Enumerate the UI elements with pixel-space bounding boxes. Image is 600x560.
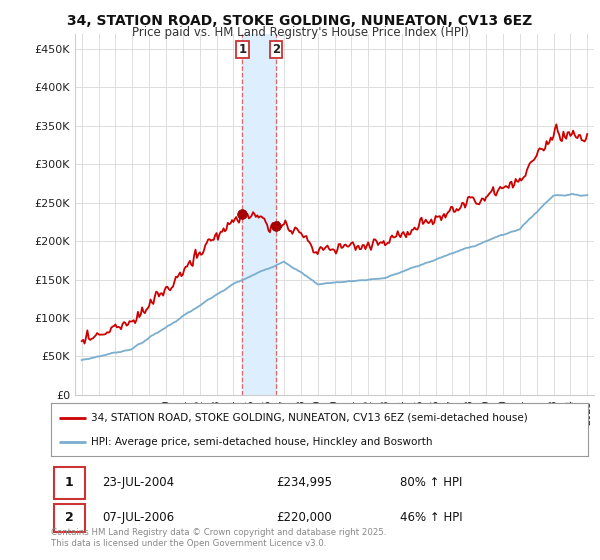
- Bar: [242, 34, 276, 395]
- Text: HPI: Average price, semi-detached house, Hinckley and Bosworth: HPI: Average price, semi-detached house,…: [91, 437, 433, 447]
- FancyBboxPatch shape: [53, 466, 85, 500]
- Text: Contains HM Land Registry data © Crown copyright and database right 2025.
This d: Contains HM Land Registry data © Crown c…: [51, 528, 386, 548]
- Text: 2: 2: [65, 511, 74, 524]
- Text: £234,995: £234,995: [277, 476, 332, 489]
- Text: 1: 1: [238, 43, 247, 55]
- Text: 1: 1: [65, 476, 74, 489]
- Text: 80% ↑ HPI: 80% ↑ HPI: [400, 476, 463, 489]
- Text: 34, STATION ROAD, STOKE GOLDING, NUNEATON, CV13 6EZ (semi-detached house): 34, STATION ROAD, STOKE GOLDING, NUNEATO…: [91, 413, 528, 423]
- Text: Price paid vs. HM Land Registry's House Price Index (HPI): Price paid vs. HM Land Registry's House …: [131, 26, 469, 39]
- FancyBboxPatch shape: [53, 504, 85, 531]
- Text: 34, STATION ROAD, STOKE GOLDING, NUNEATON, CV13 6EZ: 34, STATION ROAD, STOKE GOLDING, NUNEATO…: [67, 14, 533, 28]
- Text: 07-JUL-2006: 07-JUL-2006: [102, 511, 174, 524]
- Text: 23-JUL-2004: 23-JUL-2004: [102, 476, 174, 489]
- Text: 2: 2: [272, 43, 280, 55]
- Text: £220,000: £220,000: [277, 511, 332, 524]
- Text: 46% ↑ HPI: 46% ↑ HPI: [400, 511, 463, 524]
